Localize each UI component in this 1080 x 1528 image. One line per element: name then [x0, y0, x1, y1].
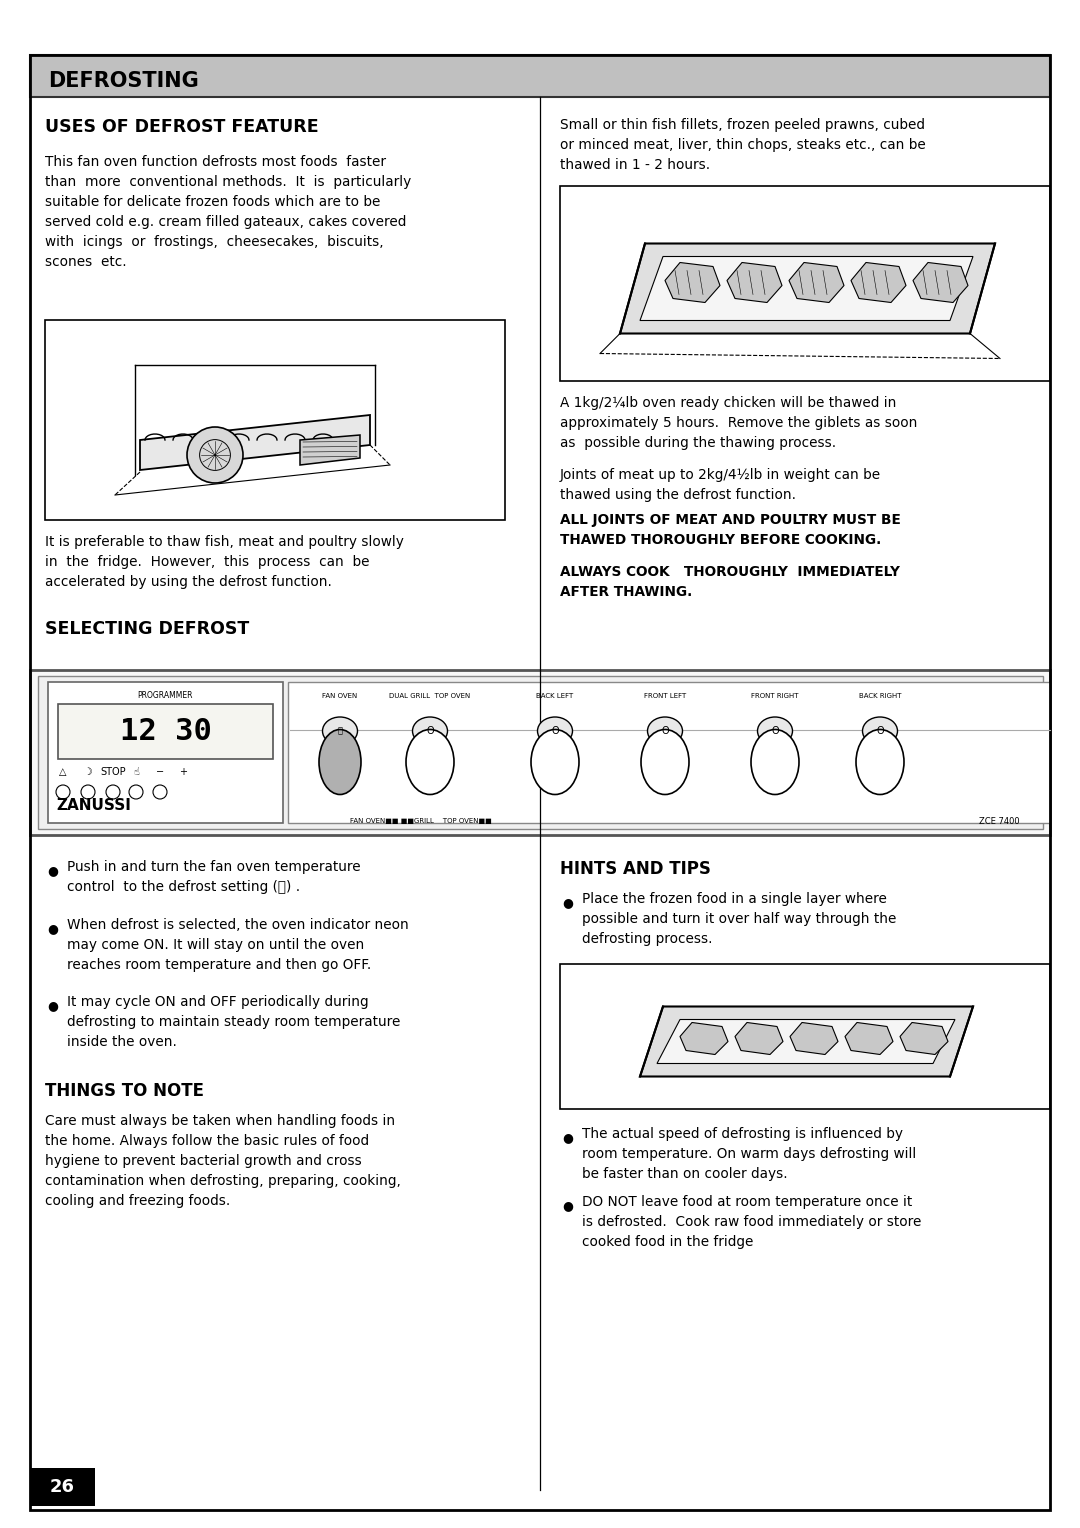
Ellipse shape — [757, 717, 793, 746]
Circle shape — [187, 426, 243, 483]
Ellipse shape — [856, 729, 904, 795]
Polygon shape — [735, 1022, 783, 1054]
Bar — [30, 669, 1050, 834]
Polygon shape — [900, 1022, 948, 1054]
Text: STOP: STOP — [100, 767, 125, 778]
Text: O: O — [876, 726, 883, 736]
Text: Small or thin fish fillets, frozen peeled prawns, cubed
or minced meat, liver, t: Small or thin fish fillets, frozen peele… — [561, 118, 926, 173]
Text: O: O — [661, 726, 669, 736]
Polygon shape — [789, 263, 843, 303]
Text: Place the frozen food in a single layer where
possible and turn it over half way: Place the frozen food in a single layer … — [582, 892, 896, 946]
Text: HINTS AND TIPS: HINTS AND TIPS — [561, 860, 711, 879]
Text: O: O — [427, 726, 434, 736]
Ellipse shape — [319, 729, 361, 795]
Text: THINGS TO NOTE: THINGS TO NOTE — [45, 1082, 204, 1100]
Text: ☽: ☽ — [83, 767, 93, 778]
Ellipse shape — [648, 717, 683, 746]
Polygon shape — [727, 263, 782, 303]
Text: The actual speed of defrosting is influenced by
room temperature. On warm days d: The actual speed of defrosting is influe… — [582, 1128, 916, 1181]
Text: ●: ● — [562, 1131, 572, 1144]
Circle shape — [56, 785, 70, 799]
Bar — [288, 681, 1050, 824]
Polygon shape — [657, 1019, 955, 1063]
Text: Push in and turn the fan oven temperature
control  to the defrost setting (⎙) .: Push in and turn the fan oven temperatur… — [67, 860, 361, 894]
Text: When defrost is selected, the oven indicator neon
may come ON. It will stay on u: When defrost is selected, the oven indic… — [67, 918, 408, 972]
Bar — [45, 319, 505, 520]
Polygon shape — [665, 263, 720, 303]
Text: USES OF DEFROST FEATURE: USES OF DEFROST FEATURE — [45, 118, 319, 136]
Text: ●: ● — [48, 863, 58, 877]
Polygon shape — [845, 1022, 893, 1054]
Text: ALWAYS COOK   THOROUGHLY  IMMEDIATELY
AFTER THAWING.: ALWAYS COOK THOROUGHLY IMMEDIATELY AFTER… — [561, 565, 900, 599]
Polygon shape — [300, 435, 360, 465]
Polygon shape — [620, 243, 995, 333]
Text: Joints of meat up to 2kg/4½lb in weight can be
thawed using the defrost function: Joints of meat up to 2kg/4½lb in weight … — [561, 468, 881, 503]
Text: +: + — [179, 767, 187, 778]
Text: FAN OVEN: FAN OVEN — [322, 694, 357, 698]
Polygon shape — [640, 257, 973, 321]
Text: ●: ● — [48, 921, 58, 935]
Text: FRONT LEFT: FRONT LEFT — [644, 694, 686, 698]
Polygon shape — [851, 263, 906, 303]
Circle shape — [153, 785, 167, 799]
Text: ●: ● — [562, 1199, 572, 1212]
Text: ●: ● — [562, 895, 572, 909]
Text: It is preferable to thaw fish, meat and poultry slowly
in  the  fridge.  However: It is preferable to thaw fish, meat and … — [45, 535, 404, 590]
Text: △: △ — [59, 767, 67, 778]
Text: ZCE 7400: ZCE 7400 — [980, 816, 1020, 825]
Text: 12 30: 12 30 — [120, 717, 212, 746]
Text: A 1kg/2¼lb oven ready chicken will be thawed in
approximately 5 hours.  Remove t: A 1kg/2¼lb oven ready chicken will be th… — [561, 396, 917, 451]
Ellipse shape — [751, 729, 799, 795]
Text: ☝: ☝ — [133, 767, 139, 778]
Text: DO NOT leave food at room temperature once it
is defrosted.  Cook raw food immed: DO NOT leave food at room temperature on… — [582, 1195, 921, 1248]
Polygon shape — [913, 263, 968, 303]
Text: Care must always be taken when handling foods in
the home. Always follow the bas: Care must always be taken when handling … — [45, 1114, 401, 1209]
Text: DEFROSTING: DEFROSTING — [48, 70, 199, 92]
Text: DUAL GRILL  TOP OVEN: DUAL GRILL TOP OVEN — [390, 694, 471, 698]
Text: PROGRAMMER: PROGRAMMER — [138, 692, 193, 700]
Bar — [48, 681, 283, 824]
Bar — [561, 186, 1050, 380]
Text: ⧖: ⧖ — [337, 726, 342, 735]
Ellipse shape — [531, 729, 579, 795]
Polygon shape — [640, 1007, 973, 1077]
Text: ZANUSSI: ZANUSSI — [56, 798, 131, 813]
Text: FRONT RIGHT: FRONT RIGHT — [752, 694, 799, 698]
Text: FAN OVEN■■ ■■GRILL    TOP OVEN■■: FAN OVEN■■ ■■GRILL TOP OVEN■■ — [350, 817, 491, 824]
Polygon shape — [140, 416, 370, 471]
Polygon shape — [680, 1022, 728, 1054]
Text: ALL JOINTS OF MEAT AND POULTRY MUST BE
THAWED THOROUGHLY BEFORE COOKING.: ALL JOINTS OF MEAT AND POULTRY MUST BE T… — [561, 513, 901, 547]
Ellipse shape — [863, 717, 897, 746]
Circle shape — [129, 785, 143, 799]
Circle shape — [81, 785, 95, 799]
Text: O: O — [771, 726, 779, 736]
Bar — [38, 675, 1043, 830]
Text: ●: ● — [48, 999, 58, 1012]
Ellipse shape — [538, 717, 572, 746]
Bar — [30, 1468, 95, 1507]
Text: It may cycle ON and OFF periodically during
defrosting to maintain steady room t: It may cycle ON and OFF periodically dur… — [67, 995, 401, 1050]
Text: 26: 26 — [50, 1478, 75, 1496]
Bar — [58, 704, 273, 759]
Circle shape — [106, 785, 120, 799]
Text: This fan oven function defrosts most foods  faster
than  more  conventional meth: This fan oven function defrosts most foo… — [45, 154, 411, 269]
Bar — [561, 964, 1050, 1109]
Ellipse shape — [413, 717, 447, 746]
Text: BACK RIGHT: BACK RIGHT — [859, 694, 901, 698]
Ellipse shape — [323, 717, 357, 746]
Bar — [30, 55, 1050, 96]
Text: SELECTING DEFROST: SELECTING DEFROST — [45, 620, 249, 639]
Circle shape — [200, 440, 230, 471]
Polygon shape — [789, 1022, 838, 1054]
Text: BACK LEFT: BACK LEFT — [537, 694, 573, 698]
Ellipse shape — [406, 729, 454, 795]
Text: O: O — [551, 726, 558, 736]
Text: −: − — [156, 767, 164, 778]
Ellipse shape — [642, 729, 689, 795]
